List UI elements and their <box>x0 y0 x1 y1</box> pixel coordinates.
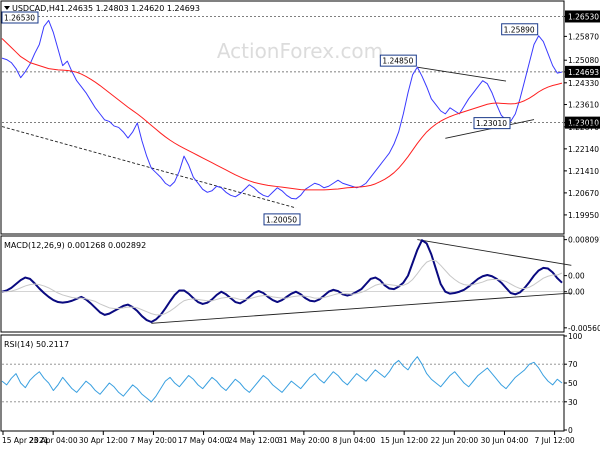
price-annotation-label: 1.23010 <box>476 119 507 128</box>
macd-title: MACD(12,26,9) 0.001268 0.002892 <box>4 241 146 250</box>
rsi-y-tick-label: 70 <box>568 360 578 369</box>
macd-signal-line <box>2 259 563 316</box>
rsi-pane: 100 70 50 30 0 <box>1 332 583 435</box>
chart-header: USDCAD,H4 1.24635 1.24803 1.24620 1.2469… <box>4 4 200 13</box>
symbol-label: USDCAD,H4 <box>12 4 60 13</box>
macd-pane: 0.008091 0.00 0.00 -0.005608 <box>1 236 600 333</box>
x-tick-label: 15 Apr 2021 <box>2 436 49 445</box>
macd-pane-frame <box>0 235 565 333</box>
price-y-tick-box <box>565 116 600 129</box>
macd-y-tick-label: 0.00 <box>568 288 585 297</box>
price-annotation: 1.26530 <box>1 11 39 24</box>
x-tick-label: 7 May 20:00 <box>130 436 177 445</box>
price-y-tick-label: 1.22140 <box>568 145 599 154</box>
price-y-tick-box <box>565 10 600 23</box>
rsi-y-tick-label: 50 <box>568 379 578 388</box>
price-annotation-box <box>263 213 301 226</box>
price-annotation: 1.20050 <box>263 213 301 226</box>
price-y-tick-label: 1.26530 <box>568 12 599 21</box>
price-annotation-box <box>379 54 417 67</box>
x-tick-label: 24 May 12:00 <box>228 436 280 445</box>
macd-macd-line <box>1 239 563 323</box>
price-pane: 1.26530 1.25870 1.25080 1.24693 1.24330 1.236… <box>1 10 600 226</box>
ohlc-values: 1.24635 1.24803 1.24620 1.24693 <box>60 4 200 13</box>
price-annotation-box <box>473 117 511 130</box>
watermark: ActionForex.com <box>217 39 383 63</box>
macd-y-tick-label: 0.008091 <box>568 236 600 245</box>
price-annotation-label: 1.20050 <box>266 215 297 224</box>
price-annotation-label: 1.26530 <box>4 14 35 23</box>
dropdown-triangle-icon <box>4 6 10 10</box>
x-tick-label: 30 Apr 12:00 <box>79 436 128 445</box>
x-tick-label: 23 Apr 04:00 <box>29 436 78 445</box>
rsi-rsi-line <box>1 356 563 403</box>
price-price-line <box>1 19 563 200</box>
price-y-tick-label: 1.21410 <box>568 167 599 176</box>
price-y-tick-label: 1.24330 <box>568 79 599 88</box>
x-tick-label: 15 Jun 12:00 <box>380 436 428 445</box>
price-y-tick-label: 1.25870 <box>568 32 599 41</box>
rsi-title: RSI(14) 50.2117 <box>4 340 69 349</box>
price-annotation-box <box>501 23 539 36</box>
price-y-tick-label: 1.23010 <box>568 119 599 128</box>
price-annotation-label: 1.24850 <box>382 57 413 66</box>
macd-y-tick-label: 0.00 <box>568 272 585 281</box>
macd-y-tick-label: -0.005608 <box>568 324 600 333</box>
x-tick-label: 8 Jun 04:00 <box>333 436 376 445</box>
x-tick-label: 31 May 20:00 <box>278 436 330 445</box>
rsi-y-tick-label: 100 <box>568 332 583 341</box>
price-ma-line <box>1 38 563 191</box>
price-y-tick-label: 1.22870 <box>568 123 599 132</box>
price-annotation-box <box>1 11 39 24</box>
price-annotation-label: 1.25890 <box>504 25 535 34</box>
x-tick-label: 22 Jun 20:00 <box>430 436 478 445</box>
price-annotation: 1.23010 <box>473 117 511 130</box>
x-tick-label: 30 Jun 04:00 <box>481 436 529 445</box>
price-y-tick-box <box>565 65 600 78</box>
price-y-tick-label: 1.24693 <box>568 68 599 77</box>
rsi-y-tick-label: 0 <box>568 426 573 435</box>
macd-trendline <box>417 239 572 266</box>
price-trendline <box>1 126 297 209</box>
price-pane-frame <box>0 0 565 235</box>
price-trendline <box>417 66 507 82</box>
price-y-tick-label: 1.20670 <box>568 189 599 198</box>
price-y-tick-label: 1.23610 <box>568 101 599 110</box>
price-y-tick-label: 1.19950 <box>568 211 599 220</box>
macd-trendline <box>151 292 572 324</box>
price-annotation: 1.24850 <box>379 54 417 67</box>
price-y-tick-label: 1.25080 <box>568 56 599 65</box>
price-annotation: 1.25890 <box>501 23 539 36</box>
rsi-y-tick-label: 30 <box>568 398 578 407</box>
x-tick-label: 17 May 04:00 <box>178 436 230 445</box>
x-tick-label: 7 Jul 12:00 <box>534 436 574 445</box>
